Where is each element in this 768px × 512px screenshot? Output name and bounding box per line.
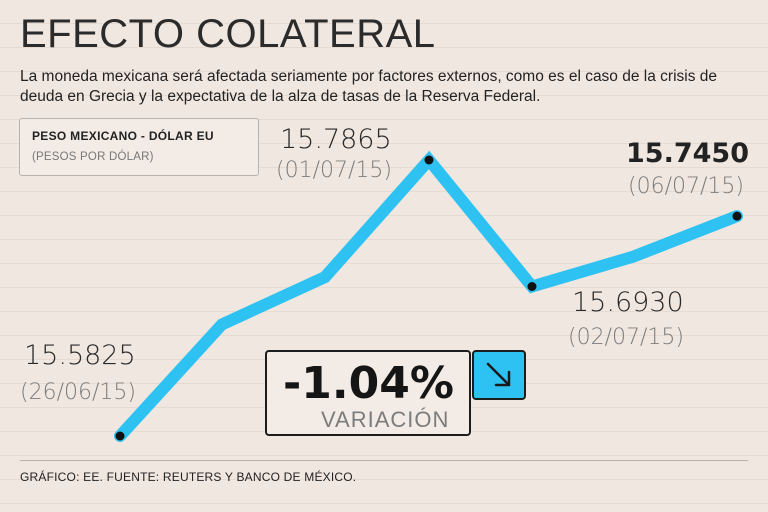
legend-unit: (PESOS POR DÓLAR) — [32, 151, 154, 163]
data-label-value: 15.6930 — [572, 287, 684, 318]
data-label-date: (06/07/15) — [628, 174, 744, 199]
source-credit: GRÁFICO: EE. FUENTE: REUTERS Y BANCO DE … — [20, 470, 357, 484]
footer-divider — [20, 460, 748, 461]
data-label-value: 15.7865 — [280, 124, 392, 155]
variation-box: -1.04% VARIACIÓN — [265, 350, 471, 436]
data-point-01-07-15 — [424, 155, 434, 165]
legend-series-name: PESO MEXICANO - DÓLAR EU — [32, 129, 214, 143]
data-point-06-07-15 — [732, 211, 742, 221]
page-title: EFECTO COLATERAL — [20, 12, 436, 56]
variation-label: VARIACIÓN — [321, 407, 450, 432]
data-label-value: 15.5825 — [24, 340, 136, 371]
data-label-date: (02/07/15) — [568, 325, 684, 350]
legend-box: PESO MEXICANO - DÓLAR EU (PESOS POR DÓLA… — [19, 118, 259, 176]
arrow-down-right-icon — [472, 350, 526, 400]
data-label-value: 15.7450 — [626, 138, 749, 169]
data-label-date: (26/06/15) — [20, 380, 136, 405]
data-point-02-07-15 — [527, 282, 537, 291]
data-point-26-06-15 — [115, 431, 125, 441]
data-label-date: (01/07/15) — [276, 158, 392, 183]
page-subtitle: La moneda mexicana será afectada seriame… — [20, 68, 718, 105]
variation-value: -1.04% — [283, 358, 454, 409]
